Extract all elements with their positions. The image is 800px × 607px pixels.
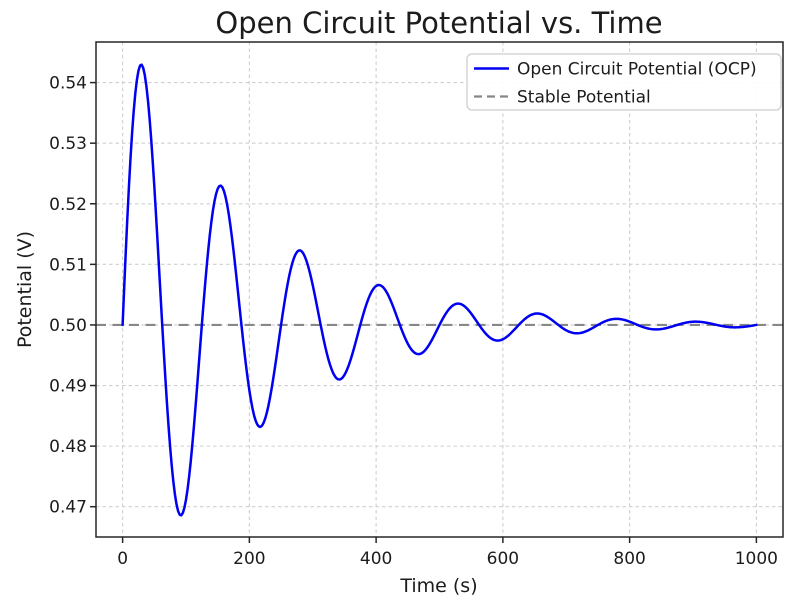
y-tick-label: 0.49 xyxy=(49,377,87,397)
axis-ticks: 0 200 400 600 800 1000 0.47 0.48 0.49 0.50 0.51 0.5… xyxy=(49,74,778,569)
y-tick-label: 0.52 xyxy=(49,195,87,215)
ocp-curve xyxy=(121,63,758,517)
y-tick-label: 0.50 xyxy=(49,316,87,336)
legend-label-ocp: Open Circuit Potential (OCP) xyxy=(517,60,757,80)
chart-title: Open Circuit Potential vs. Time xyxy=(215,6,662,40)
legend: Open Circuit Potential (OCP) Stable Pote… xyxy=(466,53,782,111)
axes-frame xyxy=(95,41,784,538)
plot-series xyxy=(96,63,783,517)
x-tick-label: 600 xyxy=(487,549,519,569)
y-tick-label: 0.48 xyxy=(49,437,87,457)
x-tick-label: 800 xyxy=(613,549,645,569)
y-tick-label: 0.51 xyxy=(49,255,87,275)
x-tick-label: 0 xyxy=(117,549,128,569)
legend-box xyxy=(466,53,782,111)
x-tick-label: 200 xyxy=(233,549,265,569)
y-axis-label: Potential (V) xyxy=(14,231,36,348)
y-tick-label: 0.53 xyxy=(49,134,87,154)
y-tick-label: 0.47 xyxy=(49,498,87,518)
legend-label-stable: Stable Potential xyxy=(517,88,651,108)
x-tick-label: 400 xyxy=(360,549,392,569)
x-tick-label: 1000 xyxy=(735,549,778,569)
x-axis-label: Time (s) xyxy=(399,575,477,597)
gridlines xyxy=(96,42,783,537)
y-tick-label: 0.54 xyxy=(49,74,87,94)
